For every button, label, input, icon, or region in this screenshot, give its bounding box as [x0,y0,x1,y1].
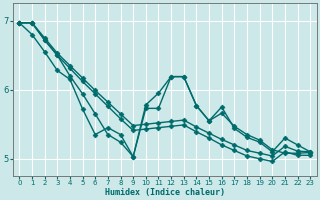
X-axis label: Humidex (Indice chaleur): Humidex (Indice chaleur) [105,188,225,197]
